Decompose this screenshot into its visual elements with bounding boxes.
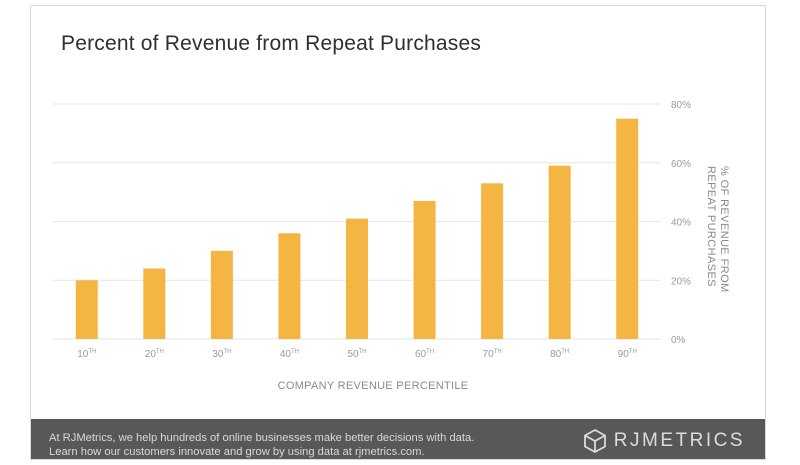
x-tick-label: 20TH [145, 349, 164, 360]
bar [616, 118, 639, 339]
x-tick-label: 80TH [550, 349, 569, 360]
brand-logo[interactable]: RJMETRICS [583, 429, 745, 453]
x-tick-label: 90TH [618, 349, 637, 360]
bar [210, 250, 233, 339]
x-tick-label: 70TH [483, 349, 502, 360]
y-tick-label: 20% [671, 276, 691, 287]
x-tick-label: 60TH [415, 349, 434, 360]
footer-line-1: At RJMetrics, we help hundreds of online… [49, 432, 475, 444]
x-tick-label: 40TH [280, 349, 299, 360]
x-tick-label: 10TH [77, 349, 96, 360]
bar [413, 200, 436, 339]
brand-part-metrics: METRICS [642, 430, 745, 451]
y-tick-label: 80% [671, 100, 691, 111]
hexagon-cube-icon [583, 429, 606, 453]
footer-text: At RJMetrics, we help hundreds of online… [49, 431, 474, 459]
x-tick-label: 30TH [212, 349, 231, 360]
y-tick-label: 0% [671, 335, 686, 346]
y-axis-label-line: REPEAT PURCHASES [705, 166, 717, 287]
bar [548, 165, 571, 339]
chart-title: Percent of Revenue from Repeat Purchases [61, 32, 482, 55]
brand-part-rj: RJ [613, 430, 642, 451]
bar [143, 268, 166, 339]
chart-card: Percent of Revenue from Repeat Purchases… [30, 5, 766, 460]
footer-line-2: Learn how our customers innovate and gro… [49, 446, 425, 458]
footer-banner: At RJMetrics, we help hundreds of online… [31, 419, 765, 459]
y-axis-label-line: % OF REVENUE FROM [718, 166, 730, 293]
bar [346, 218, 368, 339]
x-tick-label: 50TH [347, 349, 366, 360]
y-tick-label: 60% [671, 159, 691, 170]
bar [481, 183, 504, 339]
bar [75, 280, 98, 339]
bar-chart: 0% 20% 40% 60% 80% 10TH 20TH 30TH 40TH 50TH 60TH 70… [53, 100, 730, 392]
bar [278, 233, 301, 339]
x-axis-label: COMPANY REVENUE PERCENTILE [278, 380, 469, 392]
brand-name: RJMETRICS [614, 430, 745, 452]
y-tick-label: 40% [671, 218, 691, 229]
